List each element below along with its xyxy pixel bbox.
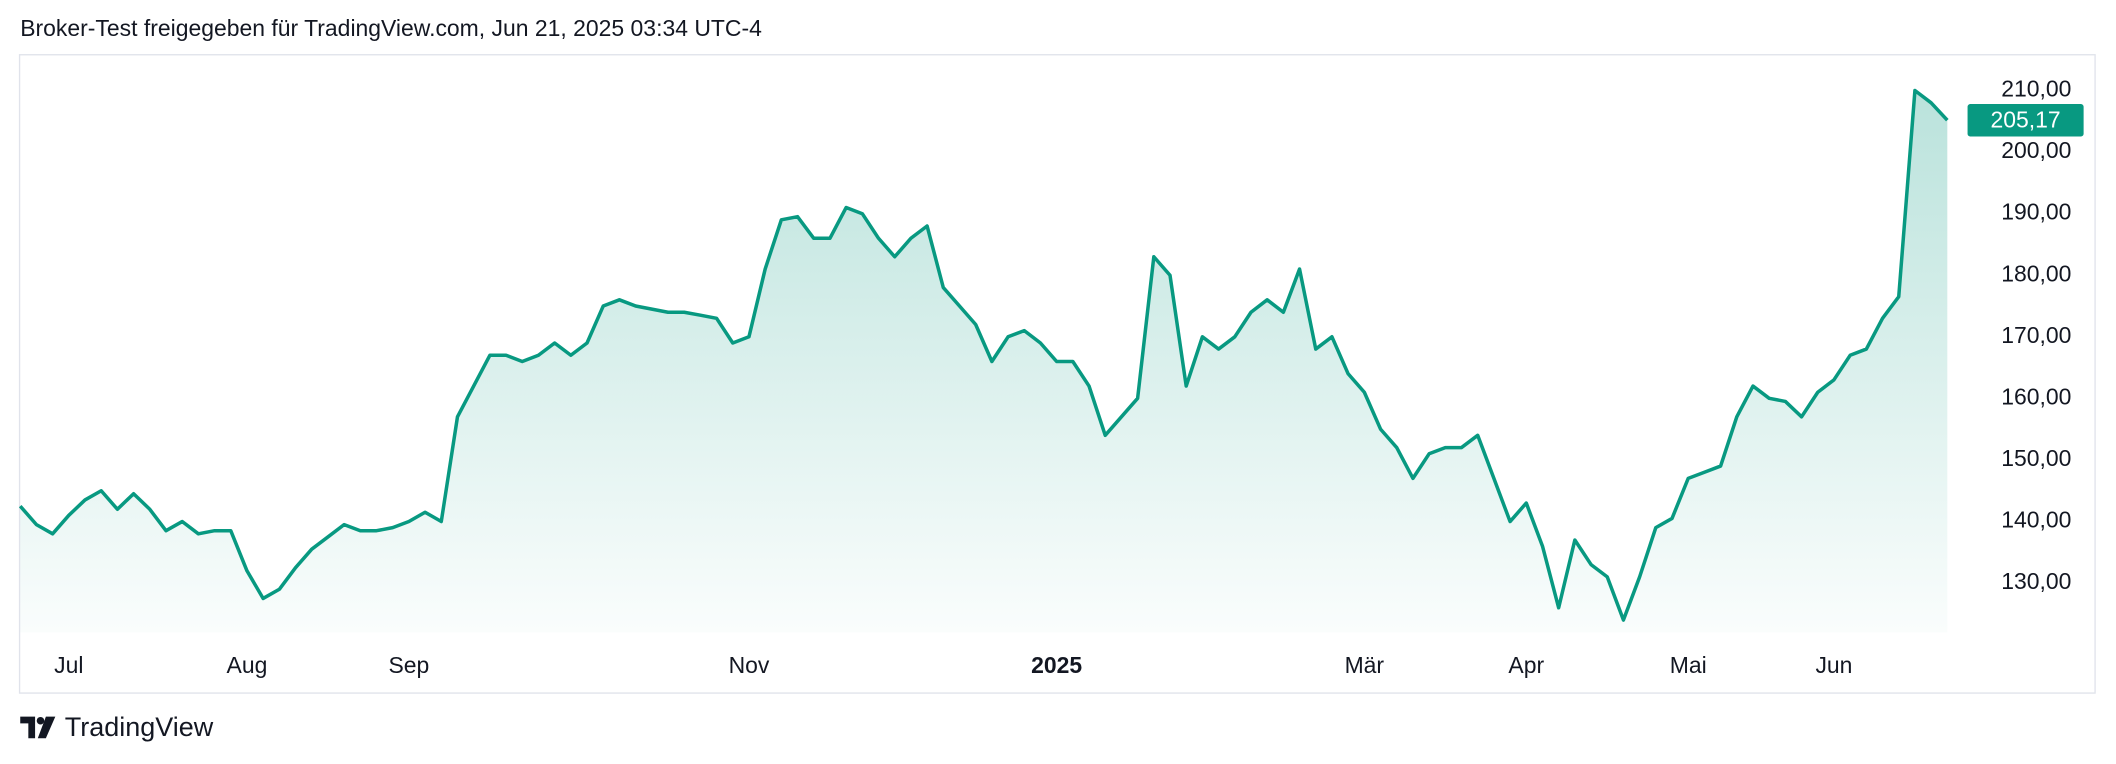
x-tick-label: Mär (1345, 652, 1385, 678)
y-tick-label: 210,00 (2001, 76, 2071, 102)
x-tick-label: 2025 (1031, 652, 1082, 678)
brand-name: TradingView (65, 712, 214, 742)
x-tick-label: Jun (1815, 652, 1852, 678)
y-tick-label: 140,00 (2001, 507, 2071, 533)
price-line (18, 88, 1949, 622)
y-tick-label: 200,00 (2001, 137, 2071, 163)
price-tag-box (1967, 104, 2084, 137)
x-tick-label: Nov (729, 652, 770, 678)
area-fill (20, 90, 1948, 633)
chart-title: Broker-Test freigegeben für TradingView.… (20, 15, 762, 41)
x-tick-label: Jul (54, 652, 83, 678)
price-tag: 205,17 (1967, 104, 2084, 137)
y-tick-label: 170,00 (2001, 322, 2071, 348)
x-tick-label: Mai (1670, 652, 1707, 678)
y-tick-label: 160,00 (2001, 383, 2071, 409)
y-tick-label: 130,00 (2001, 568, 2071, 594)
y-tick-label: 180,00 (2001, 260, 2071, 286)
brand-logo (20, 716, 56, 739)
y-tick-label: 150,00 (2001, 445, 2071, 471)
x-tick-label: Aug (227, 652, 268, 678)
chart-frame (18, 54, 2096, 694)
y-tick-label: 190,00 (2001, 199, 2071, 225)
price-tag-label: 205,17 (1990, 107, 2060, 133)
x-tick-label: Apr (1508, 652, 1544, 678)
x-tick-label: Sep (388, 652, 429, 678)
